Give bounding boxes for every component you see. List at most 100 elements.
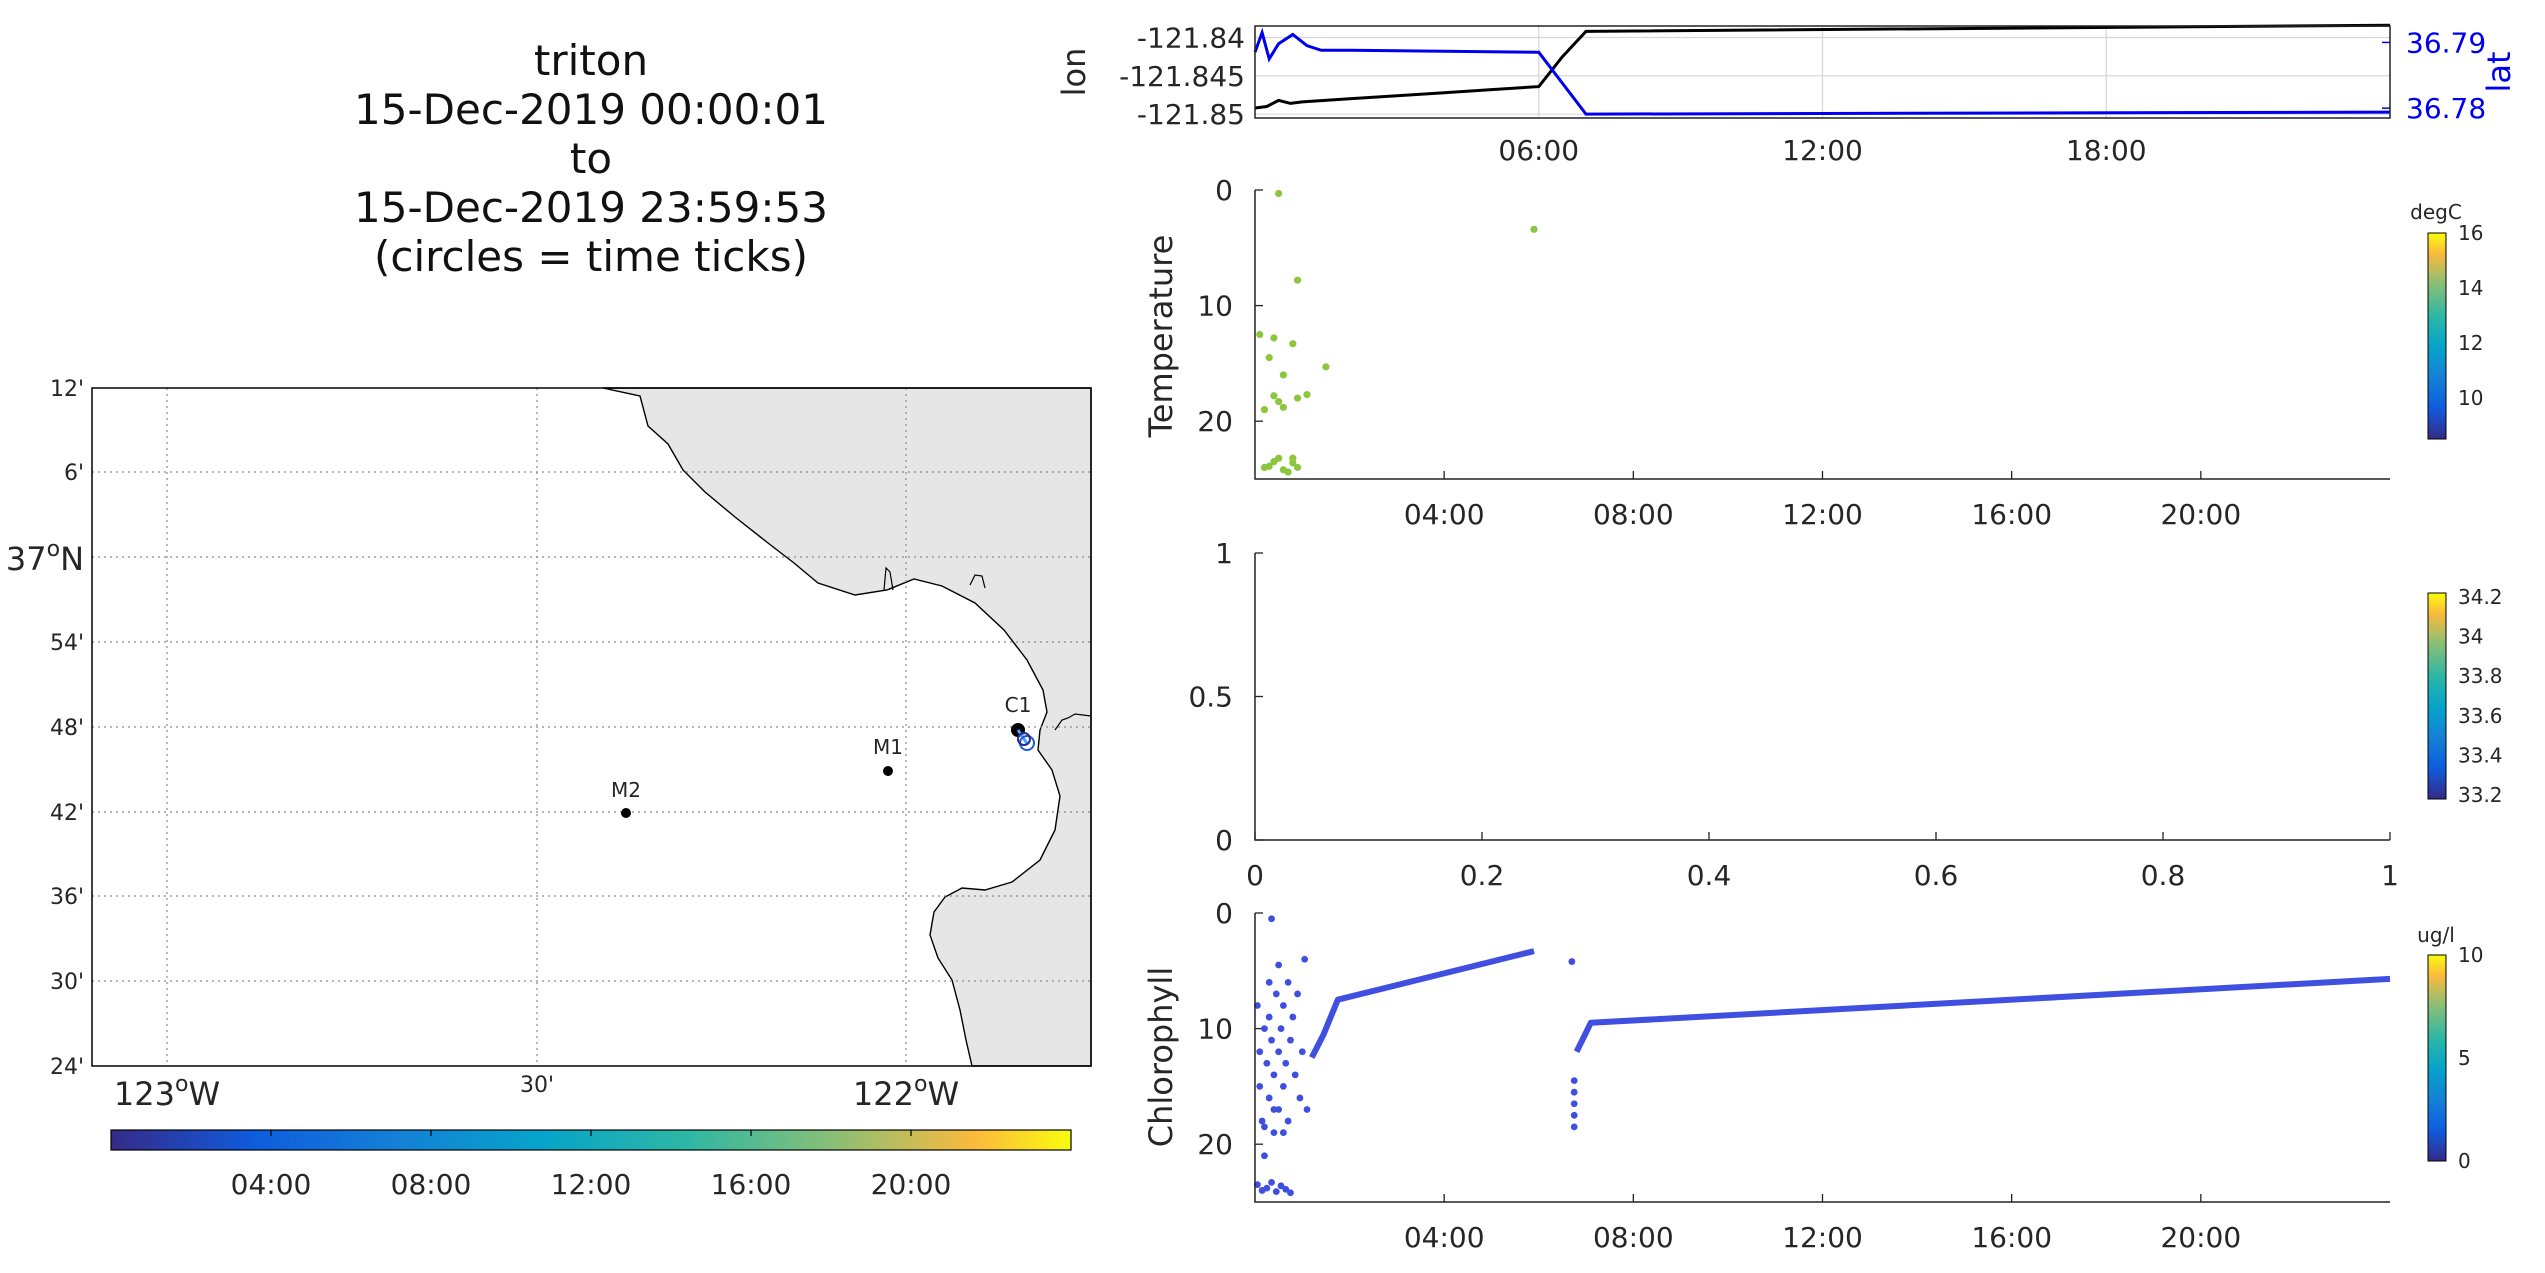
lonlat-x-tick-label: 12:00 <box>1782 134 1863 167</box>
chlorophyll-colorbar-tick-label: 0 <box>2458 1149 2471 1173</box>
chlorophyll-point <box>1256 1083 1264 1090</box>
salinity-y-tick-label: 0.5 <box>1188 681 1233 714</box>
vehicle-track <box>1016 729 1030 746</box>
chlorophyll-point <box>1301 955 1309 963</box>
chlorophyll-x-tick-label: 04:00 <box>1404 1221 1485 1254</box>
chlorophyll-track <box>1573 975 2391 1054</box>
time-colorbar-tick-label: 20:00 <box>871 1168 952 1201</box>
temperature-x-tick-label: 12:00 <box>1782 498 1863 531</box>
salinity-colorbar-tick-label: 34 <box>2458 625 2483 649</box>
chlorophyll-point <box>1275 1048 1283 1056</box>
chlorophyll-point <box>1289 1013 1297 1021</box>
time-colorbar-tick-label: 08:00 <box>391 1168 472 1201</box>
temperature-colorbar-tick-label: 10 <box>2458 386 2483 410</box>
temperature-x-tick-label: 04:00 <box>1404 498 1485 531</box>
salinity-x-tick-label: 0.8 <box>2141 859 2186 892</box>
map-grid <box>92 388 1091 1066</box>
chlorophyll-point <box>1287 1036 1294 1044</box>
chlorophyll-point <box>1263 1059 1271 1067</box>
chlorophyll-x-tick-label: 20:00 <box>2160 1221 2241 1254</box>
temperature-x-tick-label: 16:00 <box>1971 498 2052 531</box>
temperature-point <box>1279 371 1287 379</box>
temperature-x-tick-label: 20:00 <box>2160 498 2241 531</box>
chlorophyll-point <box>1296 1094 1304 1102</box>
chlorophyll-point <box>1275 1106 1283 1113</box>
chlorophyll-point <box>1270 1129 1278 1137</box>
title-line-2: 15-Dec-2019 00:00:01 <box>354 85 828 134</box>
lonlat-frame <box>1254 25 2391 119</box>
chlorophyll-point <box>1256 1048 1264 1056</box>
station-m2-label: M2 <box>611 778 641 802</box>
lon-tick-degree: 123oW <box>114 1072 220 1113</box>
temperature-point <box>1265 354 1273 362</box>
coast-detail <box>1054 713 1092 731</box>
chlorophyll-axes <box>1254 913 2390 1203</box>
chlorophyll-point <box>1303 1106 1311 1113</box>
chlorophyll-track <box>1309 948 1535 1059</box>
chlorophyll-point <box>1282 1059 1290 1067</box>
chlorophyll-point <box>1275 961 1283 969</box>
lat-tick: 30' <box>50 970 84 995</box>
title-line-5: (circles = time ticks) <box>374 232 808 281</box>
chlorophyll-point <box>1265 978 1273 986</box>
temperature-point <box>1303 391 1311 399</box>
salinity-y-tick-label: 1 <box>1215 537 1233 570</box>
temperature-point <box>1322 363 1330 371</box>
chlorophyll-point <box>1279 1002 1287 1009</box>
lon-tick: 30' <box>520 1073 554 1098</box>
lat-tick-label: 36.79 <box>2406 26 2486 59</box>
salinity-colorbar-tick-label: 34.2 <box>2458 585 2503 609</box>
chlorophyll-point <box>1568 958 1576 965</box>
estuary-line-2 <box>969 574 986 589</box>
chlorophyll-point <box>1270 1071 1278 1079</box>
chlorophyll-y-tick-label: 0 <box>1215 897 1233 930</box>
title-line-4: 15-Dec-2019 23:59:53 <box>354 183 828 232</box>
temperature-colorbar-label: degC <box>2410 200 2462 224</box>
chlorophyll-point <box>1261 1152 1268 1160</box>
map-lat-labels: 12' 6' 37oN 54' 48' 42' 36' 30' 24' <box>6 377 84 1080</box>
salinity-panel: 0 0.2 0.4 0.6 0.8 1 1 0.5 0 34.2 34 33.8 33.6 33.4 33.… <box>1188 537 2502 892</box>
lat-axis-label: lat <box>2480 51 2518 92</box>
salinity-colorbar <box>2427 592 2447 800</box>
lat-tick: 24' <box>50 1055 84 1080</box>
chlorophyll-point <box>1279 1129 1287 1137</box>
chlorophyll-point <box>1258 1117 1266 1125</box>
salinity-x-tick-label: 1 <box>2381 859 2399 892</box>
chlorophyll-point <box>1282 1185 1290 1193</box>
chlorophyll-point <box>1284 1117 1292 1125</box>
chlorophyll-y-tick-label: 10 <box>1197 1013 1233 1046</box>
salinity-y-tick-label: 0 <box>1215 824 1233 857</box>
temperature-axis-label: Temperature <box>1142 235 1180 439</box>
chlorophyll-point <box>1272 990 1280 998</box>
lat-tick: 48' <box>50 716 84 741</box>
lon-axis-label: lon <box>1055 48 1093 97</box>
temperature-point <box>1293 463 1302 472</box>
temperature-point <box>1289 340 1297 348</box>
salinity-colorbar-tick-label: 33.4 <box>2458 743 2503 767</box>
station-m1-label: M1 <box>873 735 903 759</box>
chlorophyll-point <box>1268 915 1275 923</box>
salinity-x-tick-label: 0.4 <box>1687 859 1732 892</box>
salinity-colorbar-tick-label: 33.8 <box>2458 664 2503 688</box>
temperature-y-tick-label: 0 <box>1215 174 1233 207</box>
chlorophyll-point <box>1287 1189 1294 1197</box>
estuary-line <box>883 566 894 591</box>
lat-tick-degree: 37oN <box>6 537 84 578</box>
chlorophyll-point <box>1570 1100 1578 1108</box>
chlorophyll-y-tick-label: 20 <box>1197 1128 1233 1161</box>
chlorophyll-point <box>1277 1182 1285 1190</box>
temperature-point <box>1270 458 1278 466</box>
chlorophyll-point <box>1298 1048 1306 1056</box>
series-line-lon <box>1254 23 2391 110</box>
time-tick-circle <box>1017 732 1031 746</box>
chlorophyll-point <box>1294 990 1301 998</box>
title-line-1: triton <box>534 36 648 85</box>
series-line-lat <box>1253 27 2391 116</box>
chlorophyll-point <box>1284 978 1292 986</box>
chlorophyll-point <box>1261 1123 1268 1131</box>
map-panel: 12' 6' 37oN 54' 48' 42' 36' 30' 24' 123o… <box>6 377 1092 1113</box>
temperature-point <box>1530 225 1538 233</box>
salinity-axes <box>1254 553 2390 841</box>
chlorophyll-colorbar-tick-label: 10 <box>2458 943 2483 967</box>
